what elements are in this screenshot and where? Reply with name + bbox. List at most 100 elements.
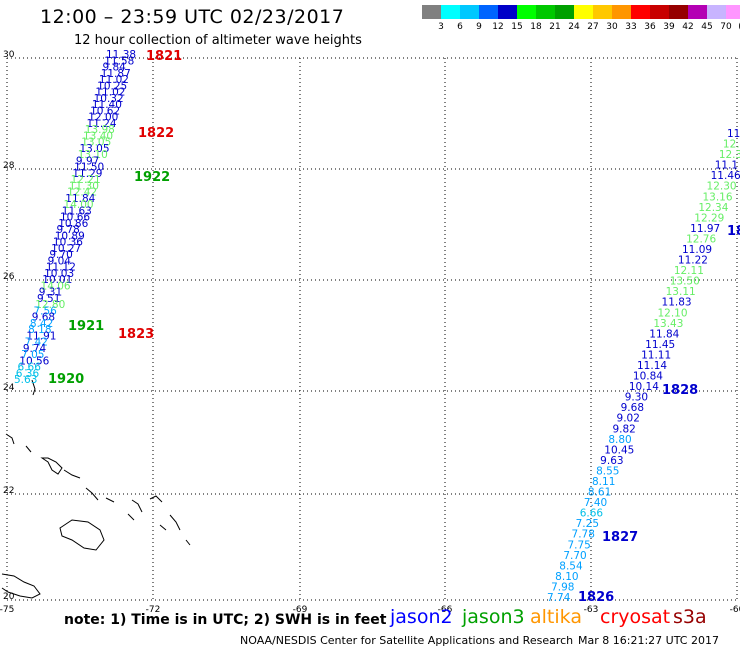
bahamas-island: [63, 469, 81, 479]
colorbar-label: 15: [511, 22, 523, 32]
satellite-legend-cryosat: cryosat: [600, 606, 671, 628]
wave-height-value: 11.84: [65, 193, 95, 205]
wave-height-value: 6.36: [16, 368, 40, 380]
wave-height-value: 8.55: [596, 465, 619, 477]
wave-height-value: 10.27: [51, 243, 81, 255]
wave-height-value: 11.12: [46, 262, 76, 274]
pass-labels: 1821 1822 1922 1823 1921 1920 1828 1827 1826 18: [48, 49, 740, 605]
wave-height-value: 9.63: [600, 455, 623, 467]
satellite-legend-altika: altika: [530, 606, 582, 628]
wave-height-value: 13.50: [670, 276, 700, 288]
west-satellite-track: 11.3811.589.8411.8711.0210.2511.0210.321…: [14, 49, 136, 386]
colorbar-swatch: [593, 5, 612, 19]
colorbar-swatch: [479, 5, 498, 19]
wave-height-value: 10.84: [633, 371, 663, 383]
wave-height-value: 11.87: [101, 68, 131, 80]
colorbar-swatch: [574, 5, 593, 19]
note-text: note: 1) Time is in UTC; 2) SWH is in fe…: [64, 612, 387, 628]
satellite-legend-jason2: jason2: [390, 606, 453, 628]
pass-number-label: 18: [727, 224, 740, 239]
lat-label: 26: [3, 272, 15, 282]
lat-label: 22: [3, 486, 14, 496]
footer: NOAA/NESDIS Center for Satellite Applica…: [240, 634, 719, 647]
lat-label: 24: [3, 383, 15, 393]
lon-label: -72: [146, 605, 161, 615]
lon-label: -66: [438, 605, 453, 615]
wave-height-value: 10.03: [44, 268, 74, 280]
colorbar-swatch: [650, 5, 669, 19]
wave-height-value: 8.80: [608, 434, 631, 446]
colorbar-label: 33: [625, 22, 637, 32]
colorbar-swatch: [555, 5, 574, 19]
colorbar-label: 9: [476, 22, 482, 32]
wave-height-value: 8.61: [588, 487, 611, 499]
colorbar-label: 12: [492, 22, 504, 32]
wave-height-value: 13.40: [83, 130, 113, 142]
colorbar-swatch: [707, 5, 726, 19]
wave-height-value: 12.29: [694, 212, 724, 224]
pass-number-label: 1920: [48, 372, 84, 387]
lon-label: -69: [293, 605, 308, 615]
colorbar-label: 3: [438, 22, 444, 32]
wave-height-value: 10.32: [94, 93, 124, 105]
wave-height-value: 11.11: [641, 349, 671, 361]
wave-height-value: 10.86: [58, 218, 88, 230]
wave-height-value: 7.05: [21, 349, 44, 361]
wave-height-value: 8.54: [559, 560, 583, 572]
colorbar-label: 70: [720, 22, 732, 32]
colorbar-swatch: [631, 5, 650, 19]
colorbar-label: 24: [568, 22, 580, 32]
wave-height-value: 12.34: [698, 202, 728, 214]
island: [127, 513, 135, 521]
colorbar-swatch: [422, 5, 441, 19]
pass-number-label: 1826: [578, 590, 614, 605]
axis-labels: -75 -72 -69 -66 -63 -60 30 28 26 24 22 20: [0, 50, 740, 615]
wave-height-value: 11.29: [72, 168, 102, 180]
wave-height-value: 9.68: [32, 312, 55, 324]
wave-height-value: 10.89: [55, 230, 85, 242]
cuba-coast: [1, 573, 41, 599]
wave-height-value: 13.16: [702, 191, 732, 203]
wave-height-value: 11.84: [649, 328, 679, 340]
wave-height-value: 9.51: [37, 293, 60, 305]
wave-height-value: 10.45: [604, 444, 634, 456]
wave-height-value: 11.40: [92, 99, 122, 111]
colorbar-swatch: [536, 5, 555, 19]
turks-caicos: [131, 499, 143, 513]
wave-height-value: 11.22: [678, 255, 708, 267]
wave-height-value: 12.21: [71, 174, 101, 186]
wave-height-value: 12.42: [67, 187, 97, 199]
wave-height-value: 9.74: [23, 343, 47, 355]
wave-height-value: 12.00: [88, 112, 118, 124]
east-satellite-track: 1112.12.311.111.4612.3013.1612.3412.2911…: [547, 128, 740, 604]
page-title: 12:00 – 23:59 UTC 02/23/2017: [40, 6, 345, 28]
wave-height-value: 13.10: [78, 149, 108, 161]
wave-height-value: 10.01: [42, 274, 72, 286]
wave-height-value: 14.00: [64, 199, 94, 211]
wave-height-value: 8.42: [30, 318, 53, 330]
bahamas-island: [105, 497, 115, 503]
wave-height-value: 9.04: [48, 255, 72, 267]
pass-number-label: 1821: [146, 49, 182, 64]
lat-lon-grid: [6, 57, 738, 601]
wave-height-value: 12.10: [657, 307, 687, 319]
lat-label: 28: [3, 161, 15, 171]
colorbar-swatch: [612, 5, 631, 19]
wave-height-value: 7.56: [33, 305, 57, 317]
wave-height-value: 7.75: [567, 539, 590, 551]
wave-height-value: 5.63: [14, 374, 37, 386]
wave-height-value: 9.82: [612, 423, 635, 435]
wave-height-value: 11.83: [662, 297, 692, 309]
florida-coast: [31, 379, 36, 396]
wave-height-value: 14.06: [41, 280, 71, 292]
footer-center: NOAA/NESDIS Center for Satellite Applica…: [240, 634, 574, 647]
colorbar-label: 39: [663, 22, 675, 32]
wave-height-value: 10.62: [90, 105, 120, 117]
bahamas-island: [149, 495, 163, 503]
lon-label: -60: [730, 605, 740, 615]
wave-height-value: 8.18: [28, 324, 51, 336]
bahamas-island: [25, 445, 32, 453]
pass-number-label: 1823: [118, 327, 154, 342]
bahamas-island: [169, 514, 181, 531]
